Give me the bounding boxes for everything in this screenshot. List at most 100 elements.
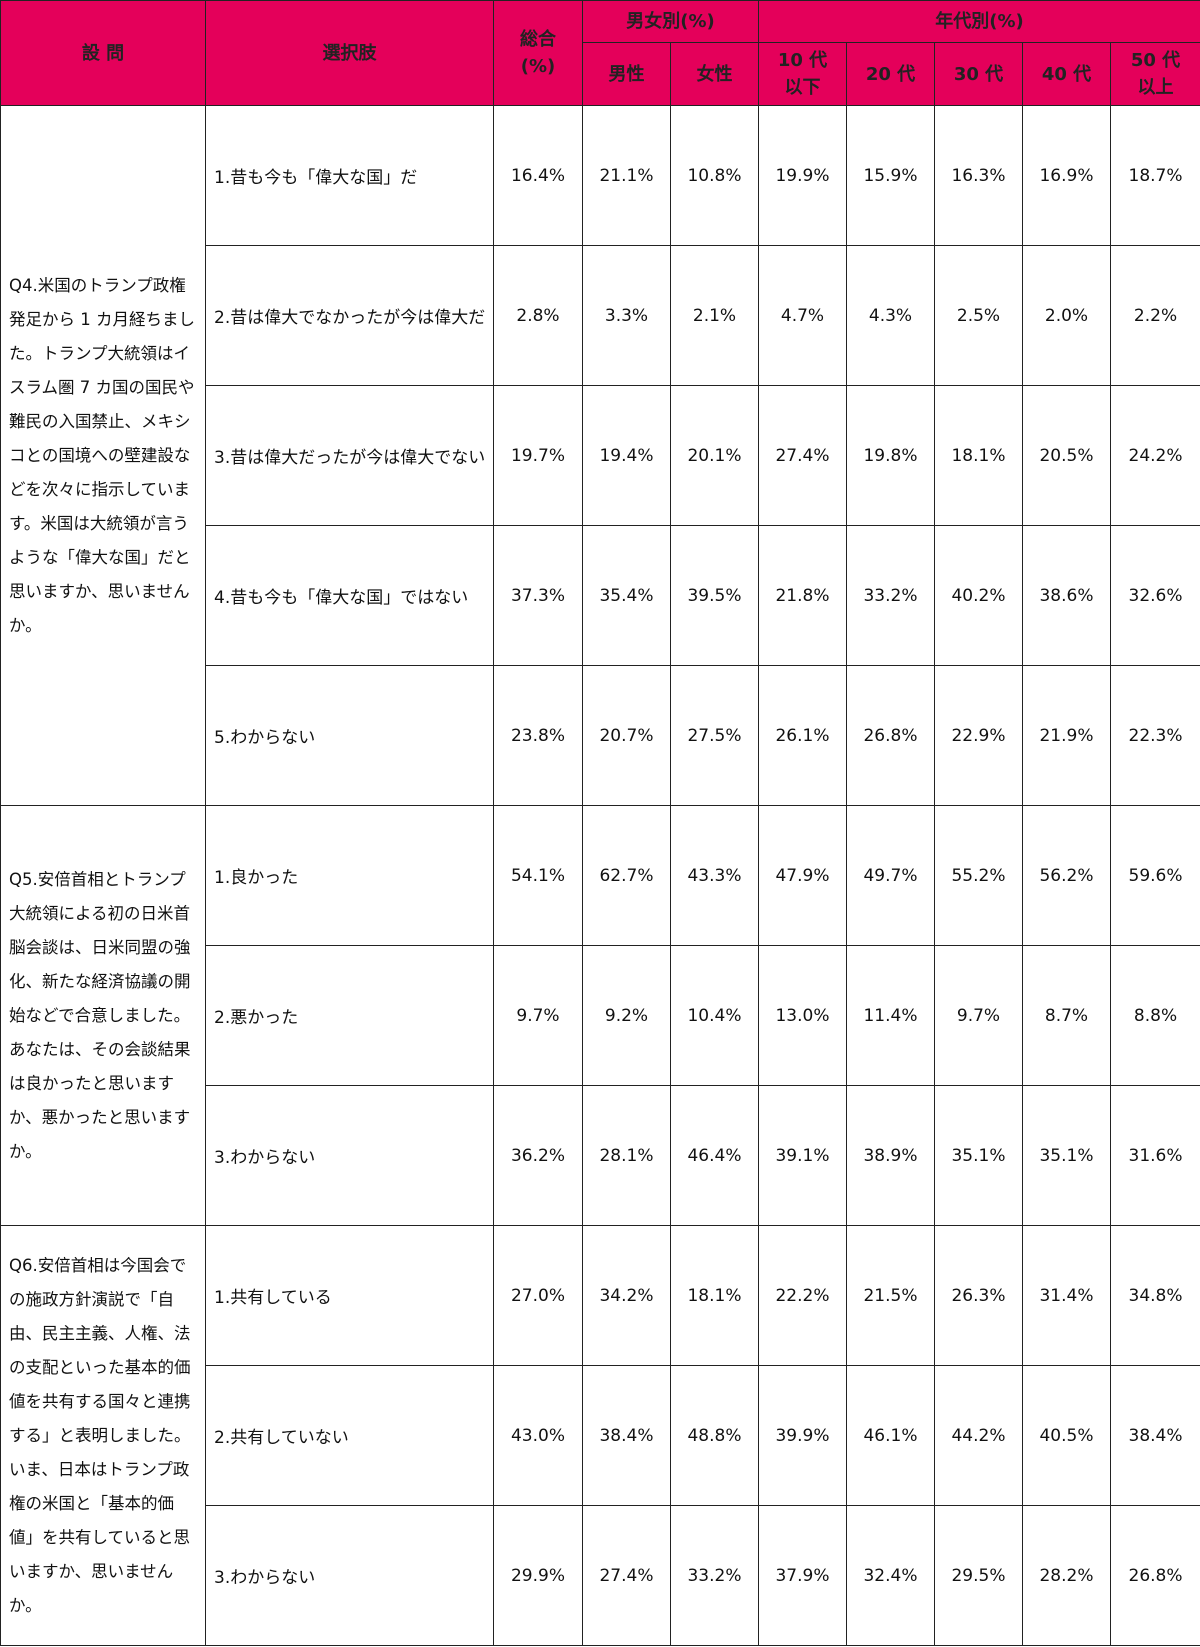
value-cell: 29.5% <box>934 1505 1023 1646</box>
choice-label: 3.昔は偉大だったが今は偉大でない <box>205 385 494 526</box>
question-text: Q4.米国のトランプ政権発足から 1 カ月経ちました。トランプ大統領はイスラム圏… <box>0 105 206 806</box>
table-row: Q5.安倍首相とトランプ大統領による初の日米首脳会談は、日米同盟の強化、新たな経… <box>0 805 1200 1226</box>
choice-label: 2.悪かった <box>205 945 494 1086</box>
value-cell: 62.7% <box>582 805 671 946</box>
value-cell: 29.9% <box>493 1505 583 1646</box>
value-cell: 38.4% <box>1109 1365 1200 1506</box>
value-cell: 28.2% <box>1022 1505 1111 1646</box>
header-gender-col: 女性 <box>670 42 759 106</box>
value-cell: 3.3% <box>582 245 671 386</box>
value-cell: 38.9% <box>846 1085 935 1226</box>
value-cell: 38.4% <box>582 1365 671 1506</box>
value-cell: 16.4% <box>493 105 583 246</box>
value-cell: 19.8% <box>846 385 935 526</box>
value-cell: 35.4% <box>582 525 671 666</box>
value-cell: 27.4% <box>758 385 847 526</box>
value-cell: 47.9% <box>758 805 847 946</box>
value-cell: 21.5% <box>846 1225 935 1366</box>
table-row: 4.昔も今も「偉大な国」ではない 37.3% 35.4% 39.5% 21.8% 33.2… <box>1 525 1200 666</box>
value-cell: 9.7% <box>493 945 583 1086</box>
header-gender: 男女別(%) <box>582 0 759 43</box>
value-cell: 34.2% <box>582 1225 671 1366</box>
value-cell: 19.7% <box>493 385 583 526</box>
value-cell: 43.3% <box>670 805 759 946</box>
header-age-col: 20 代 <box>846 42 935 106</box>
value-cell: 33.2% <box>670 1505 759 1646</box>
value-cell: 4.7% <box>758 245 847 386</box>
question-text: Q5.安倍首相とトランプ大統領による初の日米首脳会談は、日米同盟の強化、新たな経… <box>0 805 206 1226</box>
value-cell: 9.7% <box>934 945 1023 1086</box>
value-cell: 21.8% <box>758 525 847 666</box>
value-cell: 27.5% <box>670 665 759 806</box>
value-cell: 55.2% <box>934 805 1023 946</box>
choice-label: 3.わからない <box>205 1085 494 1226</box>
value-cell: 11.4% <box>846 945 935 1086</box>
header-age: 年代別(%) <box>757 0 1200 43</box>
value-cell: 27.4% <box>582 1505 671 1646</box>
value-cell: 35.1% <box>934 1085 1023 1226</box>
value-cell: 2.0% <box>1022 245 1111 386</box>
value-cell: 13.0% <box>758 945 847 1086</box>
choice-label: 2.昔は偉大でなかったが今は偉大だ <box>205 245 494 386</box>
choice-label: 5.わからない <box>205 665 494 806</box>
choice-label: 1.昔も今も「偉大な国」だ <box>205 105 494 246</box>
table-row: 2.悪かった 9.7% 9.2% 10.4% 13.0% 11.4% 9.7% 8.7% 8.8… <box>1 945 1200 1086</box>
header-question: 設 問 <box>0 0 206 106</box>
table-row: 5.わからない 23.8% 20.7% 27.5% 26.1% 26.8% 22.9% 21.… <box>1 665 1200 806</box>
value-cell: 46.4% <box>670 1085 759 1226</box>
value-cell: 40.5% <box>1022 1365 1111 1506</box>
value-cell: 48.8% <box>670 1365 759 1506</box>
value-cell: 10.4% <box>670 945 759 1086</box>
value-cell: 59.6% <box>1109 805 1200 946</box>
table-row: 3.わからない 29.9% 27.4% 33.2% 37.9% 32.4% 29.5% 28.… <box>1 1505 1200 1646</box>
table-row: Q4.米国のトランプ政権発足から 1 カ月経ちました。トランプ大統領はイスラム圏… <box>0 105 1200 806</box>
choice-label: 1.共有している <box>205 1225 494 1366</box>
value-cell: 22.2% <box>758 1225 847 1366</box>
header-age-col: 50 代 以上 <box>1109 42 1200 106</box>
value-cell: 21.1% <box>582 105 671 246</box>
value-cell: 19.9% <box>758 105 847 246</box>
value-cell: 28.1% <box>582 1085 671 1226</box>
value-cell: 44.2% <box>934 1365 1023 1506</box>
value-cell: 2.8% <box>493 245 583 386</box>
value-cell: 23.8% <box>493 665 583 806</box>
value-cell: 31.6% <box>1109 1085 1200 1226</box>
value-cell: 39.1% <box>758 1085 847 1226</box>
value-cell: 24.2% <box>1109 385 1200 526</box>
choice-label: 1.良かった <box>205 805 494 946</box>
header-age-col: 40 代 <box>1022 42 1111 106</box>
value-cell: 4.3% <box>846 245 935 386</box>
value-cell: 8.7% <box>1022 945 1111 1086</box>
value-cell: 33.2% <box>846 525 935 666</box>
value-cell: 26.3% <box>934 1225 1023 1366</box>
value-cell: 20.1% <box>670 385 759 526</box>
value-cell: 49.7% <box>846 805 935 946</box>
value-cell: 20.5% <box>1022 385 1111 526</box>
value-cell: 39.5% <box>670 525 759 666</box>
header-gender-col: 男性 <box>582 42 671 106</box>
value-cell: 2.1% <box>670 245 759 386</box>
value-cell: 10.8% <box>670 105 759 246</box>
choice-label: 3.わからない <box>205 1505 494 1646</box>
value-cell: 9.2% <box>582 945 671 1086</box>
table-row: 2.共有していない 43.0% 38.4% 48.8% 39.9% 46.1% 44.2% 4… <box>1 1365 1200 1506</box>
value-cell: 54.1% <box>493 805 583 946</box>
header-choice: 選択肢 <box>205 0 494 106</box>
header-total: 総合 (%) <box>493 0 583 106</box>
question-text: Q6.安倍首相は今国会での施政方針演説で「自由、民主主義、人権、法の支配といった… <box>0 1225 206 1646</box>
table-row: Q6.安倍首相は今国会での施政方針演説で「自由、民主主義、人権、法の支配といった… <box>0 1225 1200 1646</box>
value-cell: 38.6% <box>1022 525 1111 666</box>
header-age-col: 10 代 以下 <box>758 42 847 106</box>
value-cell: 26.8% <box>1109 1505 1200 1646</box>
value-cell: 34.8% <box>1109 1225 1200 1366</box>
choice-label: 4.昔も今も「偉大な国」ではない <box>205 525 494 666</box>
value-cell: 2.5% <box>934 245 1023 386</box>
value-cell: 20.7% <box>582 665 671 806</box>
value-cell: 32.6% <box>1109 525 1200 666</box>
table-row: 2.昔は偉大でなかったが今は偉大だ 2.8% 3.3% 2.1% 4.7% 4.3% 2.5… <box>1 245 1200 386</box>
table-row: 3.わからない 36.2% 28.1% 46.4% 39.1% 38.9% 35.1% 35.… <box>1 1085 1200 1226</box>
choice-label: 2.共有していない <box>205 1365 494 1506</box>
value-cell: 27.0% <box>493 1225 583 1366</box>
value-cell: 36.2% <box>493 1085 583 1226</box>
